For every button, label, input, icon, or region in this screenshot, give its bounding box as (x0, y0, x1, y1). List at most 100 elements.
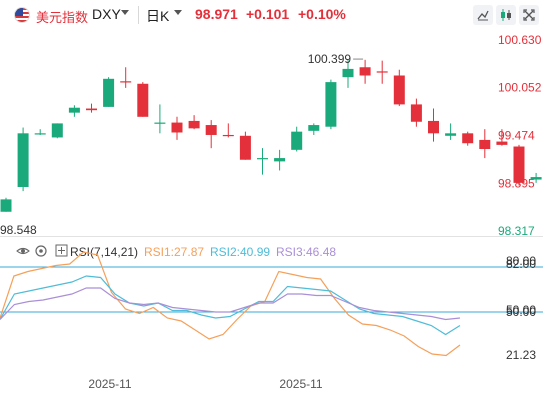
symbol-name[interactable]: 美元指数 (36, 10, 89, 25)
price-axis: 100.630 100.052 99.474 98.895 98.317 (498, 33, 542, 238)
rsi-line (0, 275, 461, 336)
rsi-axis: 82.00 50.00 21.23 80.00 50.00 (506, 254, 536, 362)
price-tick: 98.317 (498, 224, 535, 238)
candle (137, 82, 149, 117)
candle-body (445, 133, 457, 136)
price-annotations: 100.399 98.548 (0, 52, 364, 237)
candle (410, 98, 422, 127)
last-price: 98.971 (195, 6, 238, 22)
candle-body (359, 67, 371, 76)
candle-body (257, 158, 268, 160)
price-chart[interactable]: 100.399 98.548 100.630 100.052 99.474 98… (0, 30, 543, 402)
candle-body (154, 122, 166, 124)
candle-body (428, 120, 439, 134)
candle-body (479, 139, 491, 150)
candle-body (137, 83, 149, 117)
candle-body (393, 75, 405, 105)
candle (342, 58, 354, 88)
eye-icon[interactable] (16, 247, 30, 255)
candle (496, 129, 508, 146)
rsi2-legend: RSI2:40.99 (210, 245, 270, 259)
candle (291, 126, 303, 152)
symbol-dropdown-icon[interactable] (121, 10, 129, 15)
candle (274, 149, 286, 171)
candle-body (239, 135, 251, 160)
fullscreen-icon[interactable] (519, 5, 539, 25)
period-dropdown-icon[interactable] (174, 10, 182, 15)
rsi-guide-label: 80.00 (506, 254, 536, 268)
rsi-guide-lines (0, 266, 543, 313)
candle-body (274, 158, 286, 162)
price-tick: 98.895 (498, 176, 535, 190)
candle (222, 123, 234, 138)
candle (513, 144, 525, 186)
candle-body (496, 141, 508, 145)
candle-body (120, 81, 132, 83)
candle (359, 59, 371, 84)
rsi-line (0, 287, 461, 321)
candle-body (376, 71, 388, 73)
price-change-percent: +0.10% (298, 6, 346, 22)
candle-body (188, 120, 200, 129)
candle-body (51, 123, 63, 138)
time-label: 2025-11 (279, 377, 322, 391)
rsi-guide-label: 50.00 (506, 303, 536, 317)
settings-icon[interactable] (35, 245, 47, 257)
candle (103, 77, 115, 107)
candle-body (103, 78, 115, 107)
candle-body (17, 133, 29, 187)
candle-body (410, 104, 422, 122)
rsi-line (0, 251, 461, 357)
low-annotation: 98.548 (0, 223, 37, 237)
rsi-tick: 50.00 (506, 305, 536, 319)
candle (86, 103, 97, 113)
candle (393, 69, 405, 107)
candle-body (308, 125, 320, 131)
candle (257, 148, 268, 175)
candle-body (34, 133, 46, 135)
candle (462, 131, 474, 146)
chart-header: 美元指数 DXY 日K 98.971 +0.101 +0.10% (0, 0, 543, 30)
candle (428, 108, 439, 142)
candlestick-series (0, 58, 542, 212)
period-selector[interactable]: 日K (146, 8, 170, 24)
candle-body (462, 133, 474, 144)
candle-body (530, 177, 542, 180)
draw-line-icon[interactable] (473, 5, 493, 25)
candle-body (0, 199, 12, 212)
rsi1-legend: RSI1:27.87 (144, 245, 204, 259)
candle-body (205, 125, 217, 135)
high-annotation: 100.399 (308, 52, 352, 66)
us-flag-icon (14, 7, 30, 23)
candle (205, 120, 217, 149)
candle (51, 123, 63, 139)
rsi-header: RSI(7,14,21) RSI1:27.87 RSI2:40.99 RSI3:… (16, 244, 336, 259)
candle (325, 79, 337, 130)
symbol-code[interactable]: DXY (92, 6, 121, 22)
candle (530, 172, 542, 183)
price-tick: 99.474 (498, 128, 535, 142)
rsi-tick: 82.00 (506, 257, 536, 271)
rsi-tick: 21.23 (506, 348, 536, 362)
price-change: +0.101 (246, 6, 290, 22)
candle (154, 104, 166, 134)
candle (188, 115, 200, 130)
rsi3-legend: RSI3:46.48 (276, 245, 336, 259)
candle-body (68, 107, 80, 113)
candle (120, 67, 132, 88)
add-indicator-icon[interactable] (55, 244, 68, 257)
candle (239, 131, 251, 160)
candle-body (86, 108, 97, 111)
header-divider (138, 6, 139, 24)
rsi-series (0, 251, 461, 357)
candle (445, 123, 457, 140)
candle (17, 127, 29, 192)
candle (0, 197, 12, 212)
candle (171, 116, 183, 140)
candle (34, 129, 46, 135)
candle (68, 105, 80, 117)
candlestick-icon[interactable] (496, 5, 516, 25)
candle-body (222, 134, 234, 137)
candle-body (171, 122, 183, 133)
candle (308, 123, 320, 135)
